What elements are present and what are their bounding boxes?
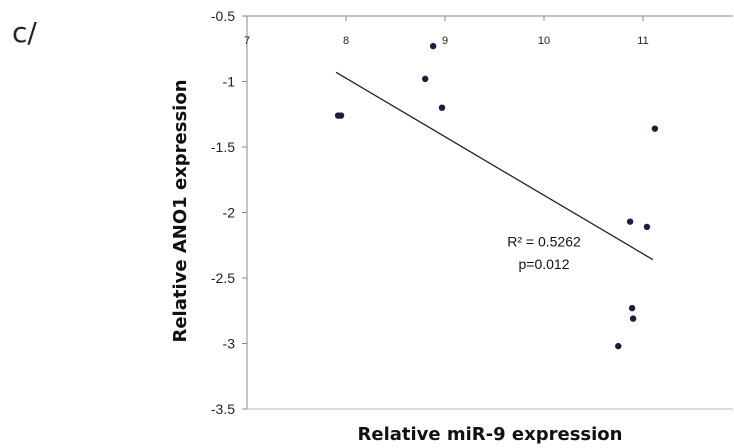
plot-frame xyxy=(246,15,733,410)
y-tick-label: -1.5 xyxy=(211,139,235,155)
y-tick-label: -3 xyxy=(223,336,236,352)
x-axis-label: Relative miR-9 expression xyxy=(358,424,623,445)
x-tick-label: 8 xyxy=(343,35,349,47)
y-tick-label: -0.5 xyxy=(211,8,235,24)
data-point xyxy=(651,125,659,132)
y-axis-ticks: -0.5 -1 -1.5 -2 -2.5 -3 -3.5 xyxy=(211,8,247,417)
y-tick-label: -1 xyxy=(223,74,236,90)
panel-label: c/ xyxy=(12,16,37,49)
trendline xyxy=(335,71,654,261)
data-point xyxy=(337,112,345,119)
p-value-annotation: p=0.012 xyxy=(519,256,570,272)
data-point xyxy=(643,223,651,231)
regression-line xyxy=(335,71,654,261)
x-tick-label: 7 xyxy=(244,35,250,47)
data-point xyxy=(626,218,634,225)
data-point xyxy=(629,315,637,322)
data-point xyxy=(429,42,437,50)
y-tick-label: -3.5 xyxy=(211,401,235,417)
data-point xyxy=(628,304,636,312)
y-axis-label: Relative ANO1 expression xyxy=(170,79,191,342)
data-point xyxy=(438,104,446,111)
x-axis-ticks: 789101112 xyxy=(244,16,649,47)
data-points xyxy=(334,42,659,350)
y-tick-label: -2 xyxy=(223,205,236,221)
r-squared-annotation: R² = 0.5262 xyxy=(507,234,581,250)
data-point xyxy=(615,342,622,350)
x-tick-label: 11 xyxy=(637,35,648,47)
y-tick-label: -2.5 xyxy=(211,270,235,286)
x-tick-label: 9 xyxy=(442,35,448,47)
annotations: R² = 0.5262 p=0.012 xyxy=(507,234,581,272)
x-tick-label: 10 xyxy=(538,35,550,47)
data-point xyxy=(422,75,429,83)
